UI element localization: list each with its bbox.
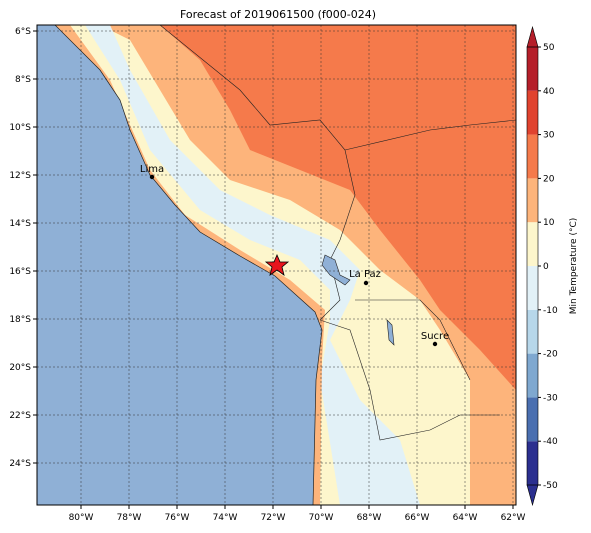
title: Forecast of 2019061500 (f000-024) (180, 8, 376, 21)
lat-label: 10°S (9, 123, 31, 133)
city-label: La Paz (349, 269, 381, 280)
colorbar-extend (526, 484, 539, 507)
colorbar-segment (527, 266, 538, 310)
colorbar-tick-label: -20 (543, 350, 558, 360)
lake-titicaca (321, 254, 351, 286)
lat-label: 20°S (9, 363, 31, 373)
border (319, 319, 500, 441)
border (355, 299, 471, 381)
border (344, 119, 516, 151)
city-dot (363, 280, 369, 286)
border (159, 25, 356, 321)
colorbar-segment (527, 353, 538, 398)
lon-label: 80°W (69, 513, 94, 523)
colorbar-segment (527, 47, 538, 91)
lon-label: 74°W (213, 513, 238, 523)
colorbar-tick-label: 0 (543, 262, 549, 272)
colorbar-tick-label: 40 (543, 87, 555, 97)
colorbar-segment (527, 178, 538, 223)
lat-label: 24°S (9, 459, 31, 469)
lake-poopo (386, 319, 395, 346)
lat-label: 12°S (9, 171, 31, 181)
lon-label: 62°W (501, 513, 526, 523)
city-dot (432, 341, 438, 347)
colorbar-tick-label: 10 (543, 218, 555, 228)
lat-label: 14°S (9, 219, 31, 229)
star-marker (264, 253, 290, 276)
colorbar-tick-label: -30 (543, 393, 558, 403)
colorbar-segment (527, 397, 538, 442)
map-area: Lima La Paz Sucre (37, 25, 516, 505)
colorbar-segment (527, 309, 538, 354)
lon-label: 64°W (453, 513, 478, 523)
colorbar-tick-label: -50 (543, 481, 558, 491)
lat-label: 18°S (9, 315, 31, 325)
colorbar-tick-label: -10 (543, 306, 558, 316)
colorbar-tick-label: 50 (543, 43, 555, 53)
colorbar-segment (527, 134, 538, 179)
map-frame (36, 24, 517, 506)
lat-label: 8°S (15, 75, 31, 85)
city-label: Sucre (421, 331, 449, 342)
lon-label: 76°W (165, 513, 190, 523)
city-dot (149, 174, 155, 180)
lon-label: 72°W (261, 513, 286, 523)
lon-label: 66°W (405, 513, 430, 523)
ocean (37, 25, 323, 505)
lat-label: 16°S (9, 267, 31, 277)
lon-label: 70°W (309, 513, 334, 523)
lon-label: 78°W (117, 513, 142, 523)
colorbar-label: Min Temperature (°C) (569, 218, 579, 315)
colorbar-segment (527, 441, 538, 485)
lat-label: 22°S (9, 411, 31, 421)
lat-label: 6°S (15, 27, 31, 37)
colorbar-tick-label: 20 (543, 174, 555, 184)
colorbar-segment (527, 90, 538, 135)
colorbar-extend (526, 25, 539, 48)
colorbar-tick-label: -40 (543, 437, 558, 447)
lon-label: 68°W (357, 513, 382, 523)
city-label: Lima (140, 164, 164, 175)
colorbar-tick-label: 30 (543, 131, 555, 141)
colorbar-segment (527, 222, 538, 266)
